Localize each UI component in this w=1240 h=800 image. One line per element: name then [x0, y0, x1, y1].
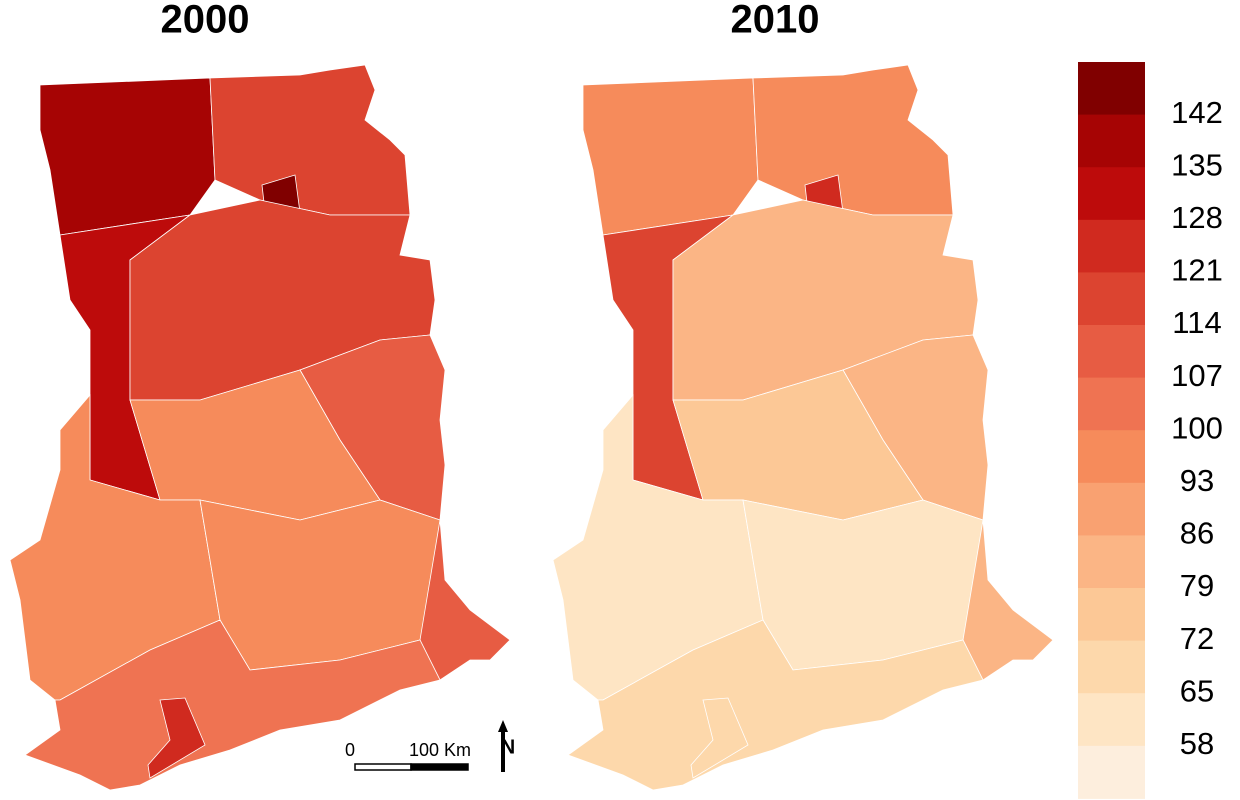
legend-label: 135 — [1171, 147, 1223, 182]
legend-label: 79 — [1180, 568, 1214, 603]
panel-title: 2000 — [161, 0, 250, 42]
map-panel — [9, 64, 511, 791]
map-panel — [552, 64, 1054, 791]
district — [209, 64, 411, 216]
legend-swatch — [1078, 377, 1145, 431]
panel-title: 2010 — [731, 0, 820, 42]
map-layer — [9, 64, 1054, 791]
scale-bar: 0 100 Km — [345, 740, 471, 771]
legend-label: 86 — [1180, 516, 1214, 551]
legend-swatch — [1078, 482, 1145, 536]
district — [752, 64, 954, 216]
district — [582, 77, 759, 236]
north-label: N — [501, 736, 515, 758]
north-arrow: N — [498, 720, 515, 772]
legend-swatch — [1078, 272, 1145, 326]
scale-bar-label: 100 Km — [409, 740, 471, 760]
legend-label: 93 — [1180, 463, 1214, 498]
legend: 142 135 128 121 114 107 100 93 86 79 72 65 58 — [1078, 62, 1223, 799]
legend-label: 65 — [1180, 673, 1214, 708]
legend-label: 72 — [1180, 621, 1214, 656]
legend-swatch — [1078, 114, 1145, 168]
district — [567, 619, 984, 791]
legend-swatch — [1078, 745, 1145, 799]
district — [24, 619, 441, 791]
legend-label: 107 — [1171, 358, 1223, 393]
scale-bar-label: 0 — [345, 740, 355, 760]
legend-label: 121 — [1171, 253, 1223, 288]
legend-swatch — [1078, 535, 1145, 589]
scale-bar-segment — [410, 763, 469, 771]
district — [39, 77, 216, 236]
district — [147, 697, 206, 779]
legend-label: 58 — [1180, 726, 1214, 761]
district — [690, 697, 749, 779]
legend-swatch — [1078, 325, 1145, 379]
north-arrow-shape — [498, 720, 508, 772]
legend-label: 128 — [1171, 200, 1223, 235]
legend-swatch — [1078, 430, 1145, 484]
scale-bar-segment — [354, 763, 412, 771]
legend-label: 100 — [1171, 410, 1223, 445]
legend-swatch — [1078, 640, 1145, 694]
legend-swatch — [1078, 167, 1145, 221]
legend-label: 114 — [1172, 305, 1221, 340]
legend-swatch — [1078, 62, 1145, 116]
legend-swatch — [1078, 219, 1145, 273]
legend-label: 142 — [1171, 95, 1223, 130]
legend-swatch — [1078, 588, 1145, 642]
legend-swatch — [1078, 693, 1145, 747]
